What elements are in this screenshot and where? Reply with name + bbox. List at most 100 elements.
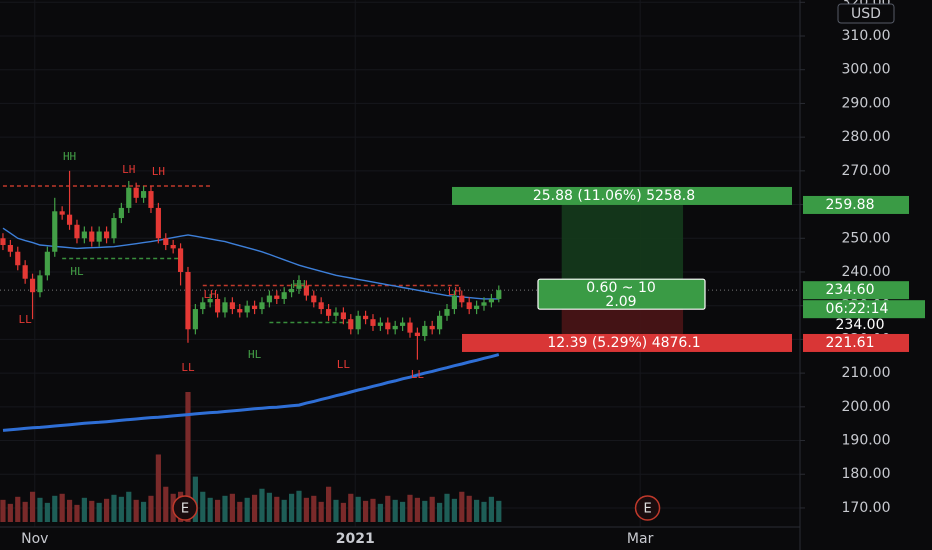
earnings-marker: [634, 495, 661, 521]
volume-bar: [311, 495, 317, 522]
volume-bar: [355, 496, 361, 522]
volume-bar: [251, 494, 258, 522]
pivot-label: HL: [248, 348, 262, 361]
candle-body: [185, 271, 191, 330]
candle-body: [251, 305, 258, 310]
volume-bar: [459, 491, 465, 522]
volume-bar: [340, 502, 346, 522]
ratio-text: 0.60 ~ 10: [586, 280, 656, 296]
volume-bar: [481, 501, 487, 522]
candle-body: [96, 231, 102, 242]
volume-bar: [37, 497, 43, 522]
candle-body: [155, 207, 161, 239]
pivot-label: LL: [337, 358, 351, 371]
candle-body: [325, 309, 332, 316]
y-tick-label: 170.00: [842, 500, 891, 516]
candle-body: [126, 187, 132, 208]
profit-zone: [561, 204, 684, 293]
pivot-label: HH: [63, 150, 76, 163]
y-tick-label: 200.00: [842, 399, 891, 415]
volume-bar: [81, 497, 87, 522]
candle-body: [459, 295, 465, 303]
ratio-box: [537, 278, 706, 310]
target-tag-bg: [803, 195, 909, 214]
volume-bar: [155, 454, 161, 522]
candle-body: [318, 302, 324, 310]
volume-bar: [0, 499, 6, 522]
pivot-label: HL: [70, 265, 84, 278]
volume-bar: [348, 493, 354, 522]
candle-body: [44, 251, 50, 276]
candle-body: [22, 265, 28, 279]
candle-body: [274, 295, 280, 299]
candle-body: [311, 295, 317, 303]
volume-bar: [15, 496, 21, 522]
x-tick-label: 2021: [336, 531, 375, 547]
stop-text: 12.39 (5.29%) 4876.1: [547, 335, 700, 351]
candle-body: [214, 298, 221, 313]
volume-bar: [163, 486, 169, 522]
currency-badge: [837, 3, 895, 24]
entry-tag: 234.00: [836, 317, 885, 333]
candle-body: [74, 224, 80, 239]
countdown: 06:22:14: [826, 301, 889, 317]
candle-body: [340, 312, 346, 320]
earnings-label: E: [181, 502, 189, 517]
candle-body: [148, 191, 154, 208]
candle-body: [37, 275, 43, 293]
volume-bar: [274, 496, 280, 522]
volume-bar: [229, 493, 235, 522]
volume-bar: [429, 496, 435, 522]
volume-bar: [488, 496, 494, 522]
volume-bar: [259, 488, 265, 522]
candle-body: [133, 187, 139, 198]
volume-bar: [148, 495, 154, 522]
candle-body: [89, 231, 95, 242]
candle-body: [163, 238, 169, 246]
pivot-label: LL: [411, 368, 425, 381]
volume-bar: [74, 504, 80, 522]
volume-bar: [266, 492, 272, 522]
volume-bar: [325, 486, 332, 522]
candle-body: [288, 288, 295, 293]
x-tick-label: Mar: [627, 531, 654, 547]
volume-bar: [244, 497, 250, 522]
stop-box: [462, 333, 792, 352]
volume-bar: [111, 494, 117, 522]
volume-bar: [407, 494, 413, 522]
candle-body: [407, 322, 413, 333]
volume-bar: [474, 499, 480, 522]
candle-body: [29, 278, 36, 293]
y-tick-label: 210.00: [842, 365, 891, 381]
candle-body: [281, 292, 287, 299]
y-tick-label: 180.00: [842, 466, 891, 482]
candle-body: [177, 248, 184, 272]
volume-bar: [118, 496, 124, 522]
candle-body: [140, 191, 147, 198]
candle-body: [296, 285, 302, 289]
candle-body: [118, 207, 124, 219]
currency: USD: [851, 6, 881, 22]
y-tick-label: 270.00: [842, 163, 891, 179]
candle-body: [103, 231, 110, 239]
volume-bar: [414, 497, 420, 522]
y-tick-label: 310.00: [842, 28, 891, 44]
volume-bar: [377, 503, 383, 522]
volume-bar: [96, 502, 102, 522]
volume-bar: [133, 499, 139, 522]
candle-body: [466, 302, 472, 310]
candle-body: [481, 302, 487, 306]
volume-bar: [370, 498, 376, 522]
countdown-bg: [803, 300, 925, 319]
pivot-label: LL: [181, 361, 195, 374]
volume-bar: [392, 499, 398, 522]
volume-bar: [400, 501, 406, 522]
candle-body: [377, 322, 383, 326]
candle-body: [355, 315, 361, 330]
volume-bar: [318, 501, 324, 522]
volume-bar: [52, 495, 58, 522]
volume-bar: [140, 501, 147, 522]
candle-body: [111, 218, 117, 239]
candle-body: [222, 302, 228, 313]
candle-body: [229, 302, 235, 310]
